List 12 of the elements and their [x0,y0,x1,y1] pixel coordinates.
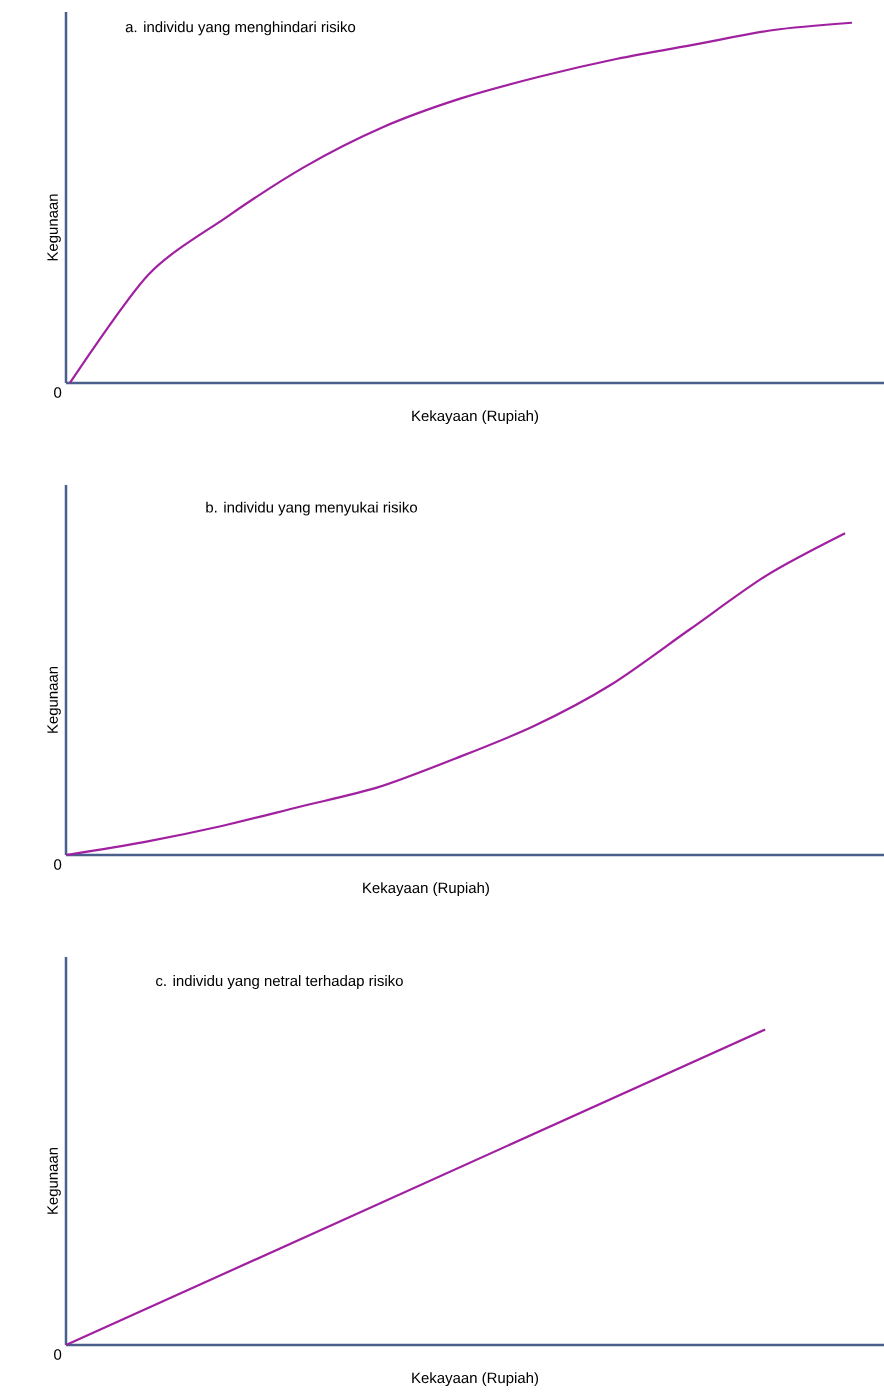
y-axis-title: Kegunaan [47,194,61,261]
chart-title: a. individu yang menghindari risiko [125,21,356,36]
y-axis-title: Kegunaan [47,666,61,733]
text: 0 [54,387,62,398]
chart-title: c. individu yang netral terhadap risiko [156,975,403,990]
y-axis-title: Kegunaan [47,1147,61,1214]
chart-title: b. individu yang menyukai risiko [206,501,418,516]
x-axis-title: Kekayaan (Rupiah) [363,882,489,897]
text: 0 [54,1349,62,1360]
x-axis-title: Kekayaan (Rupiah) [412,1372,539,1387]
text: 0 [54,859,62,870]
x-axis-title: Kekayaan (Rupiah) [412,410,539,425]
